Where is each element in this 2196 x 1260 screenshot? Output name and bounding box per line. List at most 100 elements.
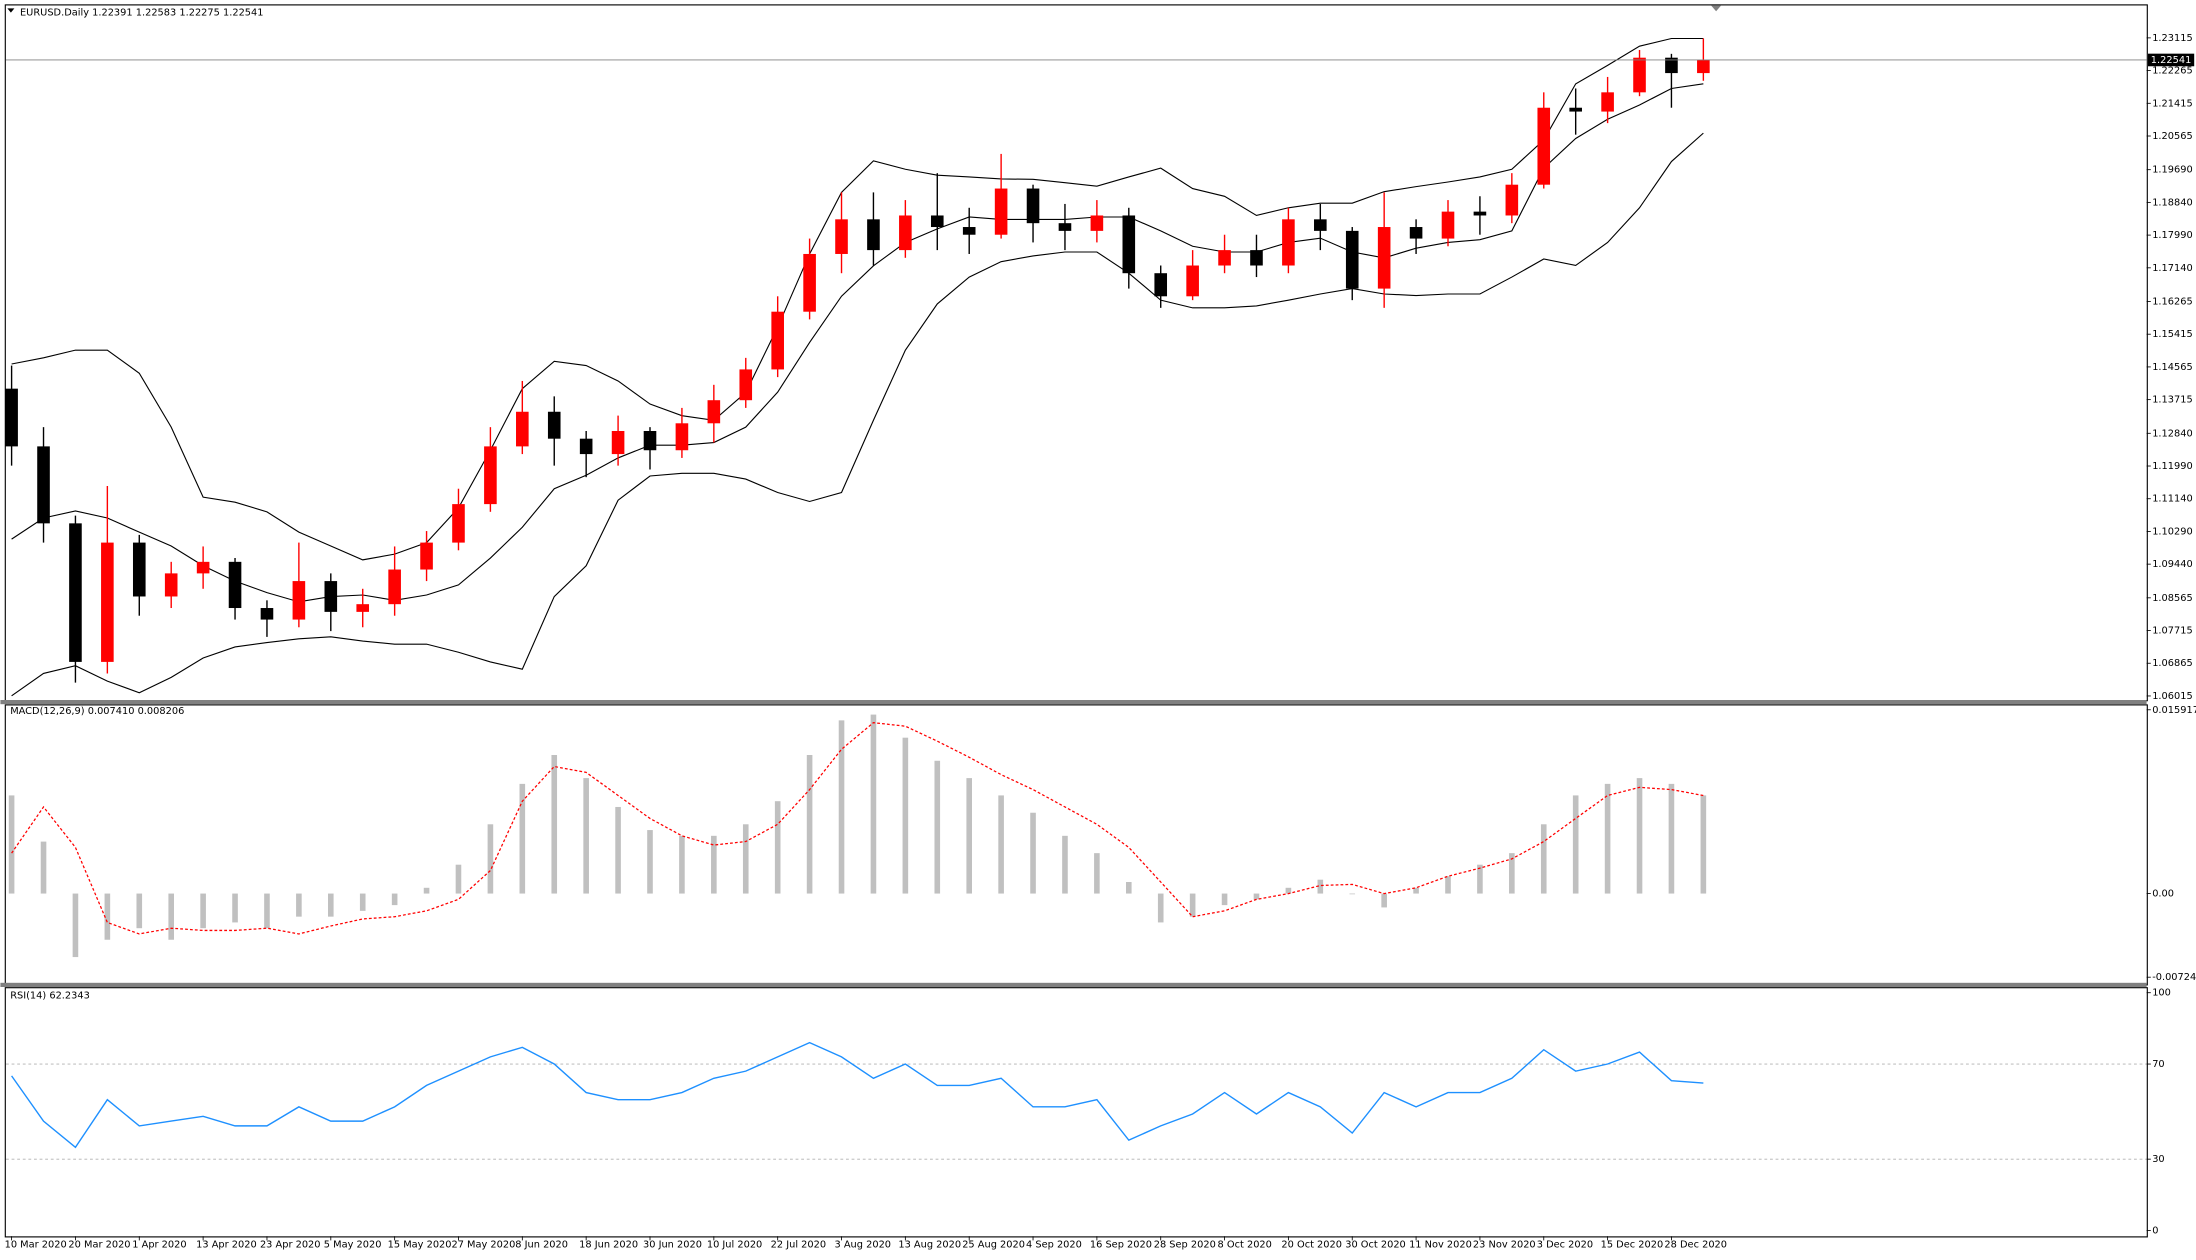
y-tick-label: 1.11140 [2152, 494, 2193, 505]
macd-bar [1253, 893, 1260, 900]
x-tick-label: 20 Mar 2020 [68, 1240, 130, 1251]
x-tick-label: 3 Dec 2020 [1537, 1240, 1593, 1251]
macd-bar [40, 841, 47, 894]
macd-bar [264, 893, 270, 929]
x-tick-label: 27 May 2020 [451, 1240, 515, 1251]
macd-bar [902, 737, 909, 894]
y-tick-label: 1.09440 [2152, 559, 2193, 570]
candle-body [611, 430, 625, 455]
candle-body [579, 438, 593, 455]
candle-body [930, 215, 944, 228]
x-tick-label: 13 Aug 2020 [898, 1240, 961, 1251]
macd-bar [742, 824, 749, 894]
candle-body [1186, 265, 1199, 297]
y-tick-label: 1.17140 [2152, 263, 2193, 274]
candle-body [867, 219, 880, 251]
candle-body [516, 411, 529, 447]
y-tick-label: 1.08565 [2152, 593, 2193, 604]
candle-body [1314, 219, 1327, 231]
candle-body [164, 573, 178, 597]
candle-body [5, 388, 18, 447]
macd-bar [1221, 893, 1228, 906]
series-line [11, 1041, 1704, 1149]
candle-body [771, 311, 784, 370]
rsi-title: RSI(14) 62.2343 [10, 990, 90, 1001]
macd-bar [1700, 795, 1707, 894]
candle-body [1569, 107, 1582, 112]
x-tick-label: 10 Mar 2020 [5, 1240, 67, 1251]
x-tick-label: 25 Aug 2020 [962, 1240, 1025, 1251]
chart-title: EURUSD.Daily 1.22391 1.22583 1.22275 1.2… [20, 8, 264, 19]
macd-bar [391, 893, 398, 906]
macd-bar [679, 835, 685, 894]
macd-bar [1285, 887, 1292, 894]
macd-bar [136, 893, 143, 929]
x-tick-label: 28 Sep 2020 [1154, 1240, 1216, 1251]
y-tick-label: 1.11990 [2152, 461, 2193, 472]
y-tick-label: 1.12840 [2152, 428, 2193, 439]
candle-body [643, 430, 657, 451]
candle-body [132, 542, 146, 597]
y-tick-label: 30 [2152, 1154, 2164, 1165]
candle-body [1665, 57, 1678, 74]
x-tick-label: 3 Aug 2020 [835, 1240, 892, 1251]
candle-body [260, 608, 274, 620]
candle-body [1409, 227, 1423, 239]
candle-body [1218, 250, 1231, 266]
candle-body [1250, 250, 1263, 266]
candle-body [1505, 184, 1519, 216]
candle-body [739, 369, 753, 401]
dropdown-arrow[interactable] [7, 8, 15, 13]
macd-bar [359, 893, 366, 911]
macd-bar [1094, 853, 1100, 894]
macd-bar [1157, 893, 1164, 923]
macd-bar [1477, 864, 1483, 894]
macd-bar [583, 778, 589, 894]
macd-bar [168, 893, 174, 940]
x-tick-label: 18 Jun 2020 [579, 1240, 638, 1251]
macd-bar [1189, 893, 1196, 917]
macd-bar [806, 755, 813, 894]
x-tick-label: 13 Apr 2020 [196, 1240, 257, 1251]
candle-body [994, 188, 1008, 235]
macd-title: MACD(12,26,9) 0.007410 0.008206 [10, 706, 184, 717]
macd-bar [1126, 882, 1132, 894]
macd-bar [1668, 783, 1675, 894]
macd-bar [519, 783, 526, 894]
macd-bar [1636, 778, 1643, 894]
macd-bar [1030, 812, 1036, 894]
macd-bar [774, 801, 781, 894]
x-tick-label: 8 Oct 2020 [1218, 1240, 1272, 1251]
x-tick-label: 15 May 2020 [388, 1240, 452, 1251]
candle-body [1058, 223, 1072, 231]
macd-bar [711, 835, 717, 894]
x-tick-label: 22 Jul 2020 [771, 1240, 826, 1251]
x-tick-label: 30 Jun 2020 [643, 1240, 702, 1251]
x-tick-label: 20 Oct 2020 [1281, 1240, 1342, 1251]
candle-body [707, 400, 721, 424]
y-tick-label: 1.06865 [2152, 658, 2193, 669]
y-tick-label: 1.16265 [2152, 296, 2193, 307]
candle-body [1345, 230, 1359, 289]
x-tick-label: 8 Jun 2020 [515, 1240, 568, 1251]
candle-body [324, 581, 338, 612]
candle-body [484, 446, 497, 505]
x-tick-label: 23 Nov 2020 [1473, 1240, 1536, 1251]
macd-bar [1062, 835, 1068, 894]
y-tick-label: 0 [2152, 1225, 2158, 1236]
y-tick-label: 1.22265 [2152, 66, 2193, 77]
macd-bar [647, 830, 653, 894]
macd-bar [1604, 783, 1611, 894]
candle-body [1090, 215, 1104, 231]
series-line [11, 37, 1704, 561]
candle-body [356, 604, 370, 612]
candle-body [1122, 215, 1136, 274]
candle-body [1377, 227, 1391, 289]
x-tick-label: 1 Apr 2020 [132, 1240, 186, 1251]
macd-bar [104, 893, 111, 940]
candle-body [388, 569, 401, 605]
candle-body [1537, 107, 1551, 185]
macd-bar [998, 795, 1004, 894]
x-tick-label: 10 Jul 2020 [707, 1240, 762, 1251]
